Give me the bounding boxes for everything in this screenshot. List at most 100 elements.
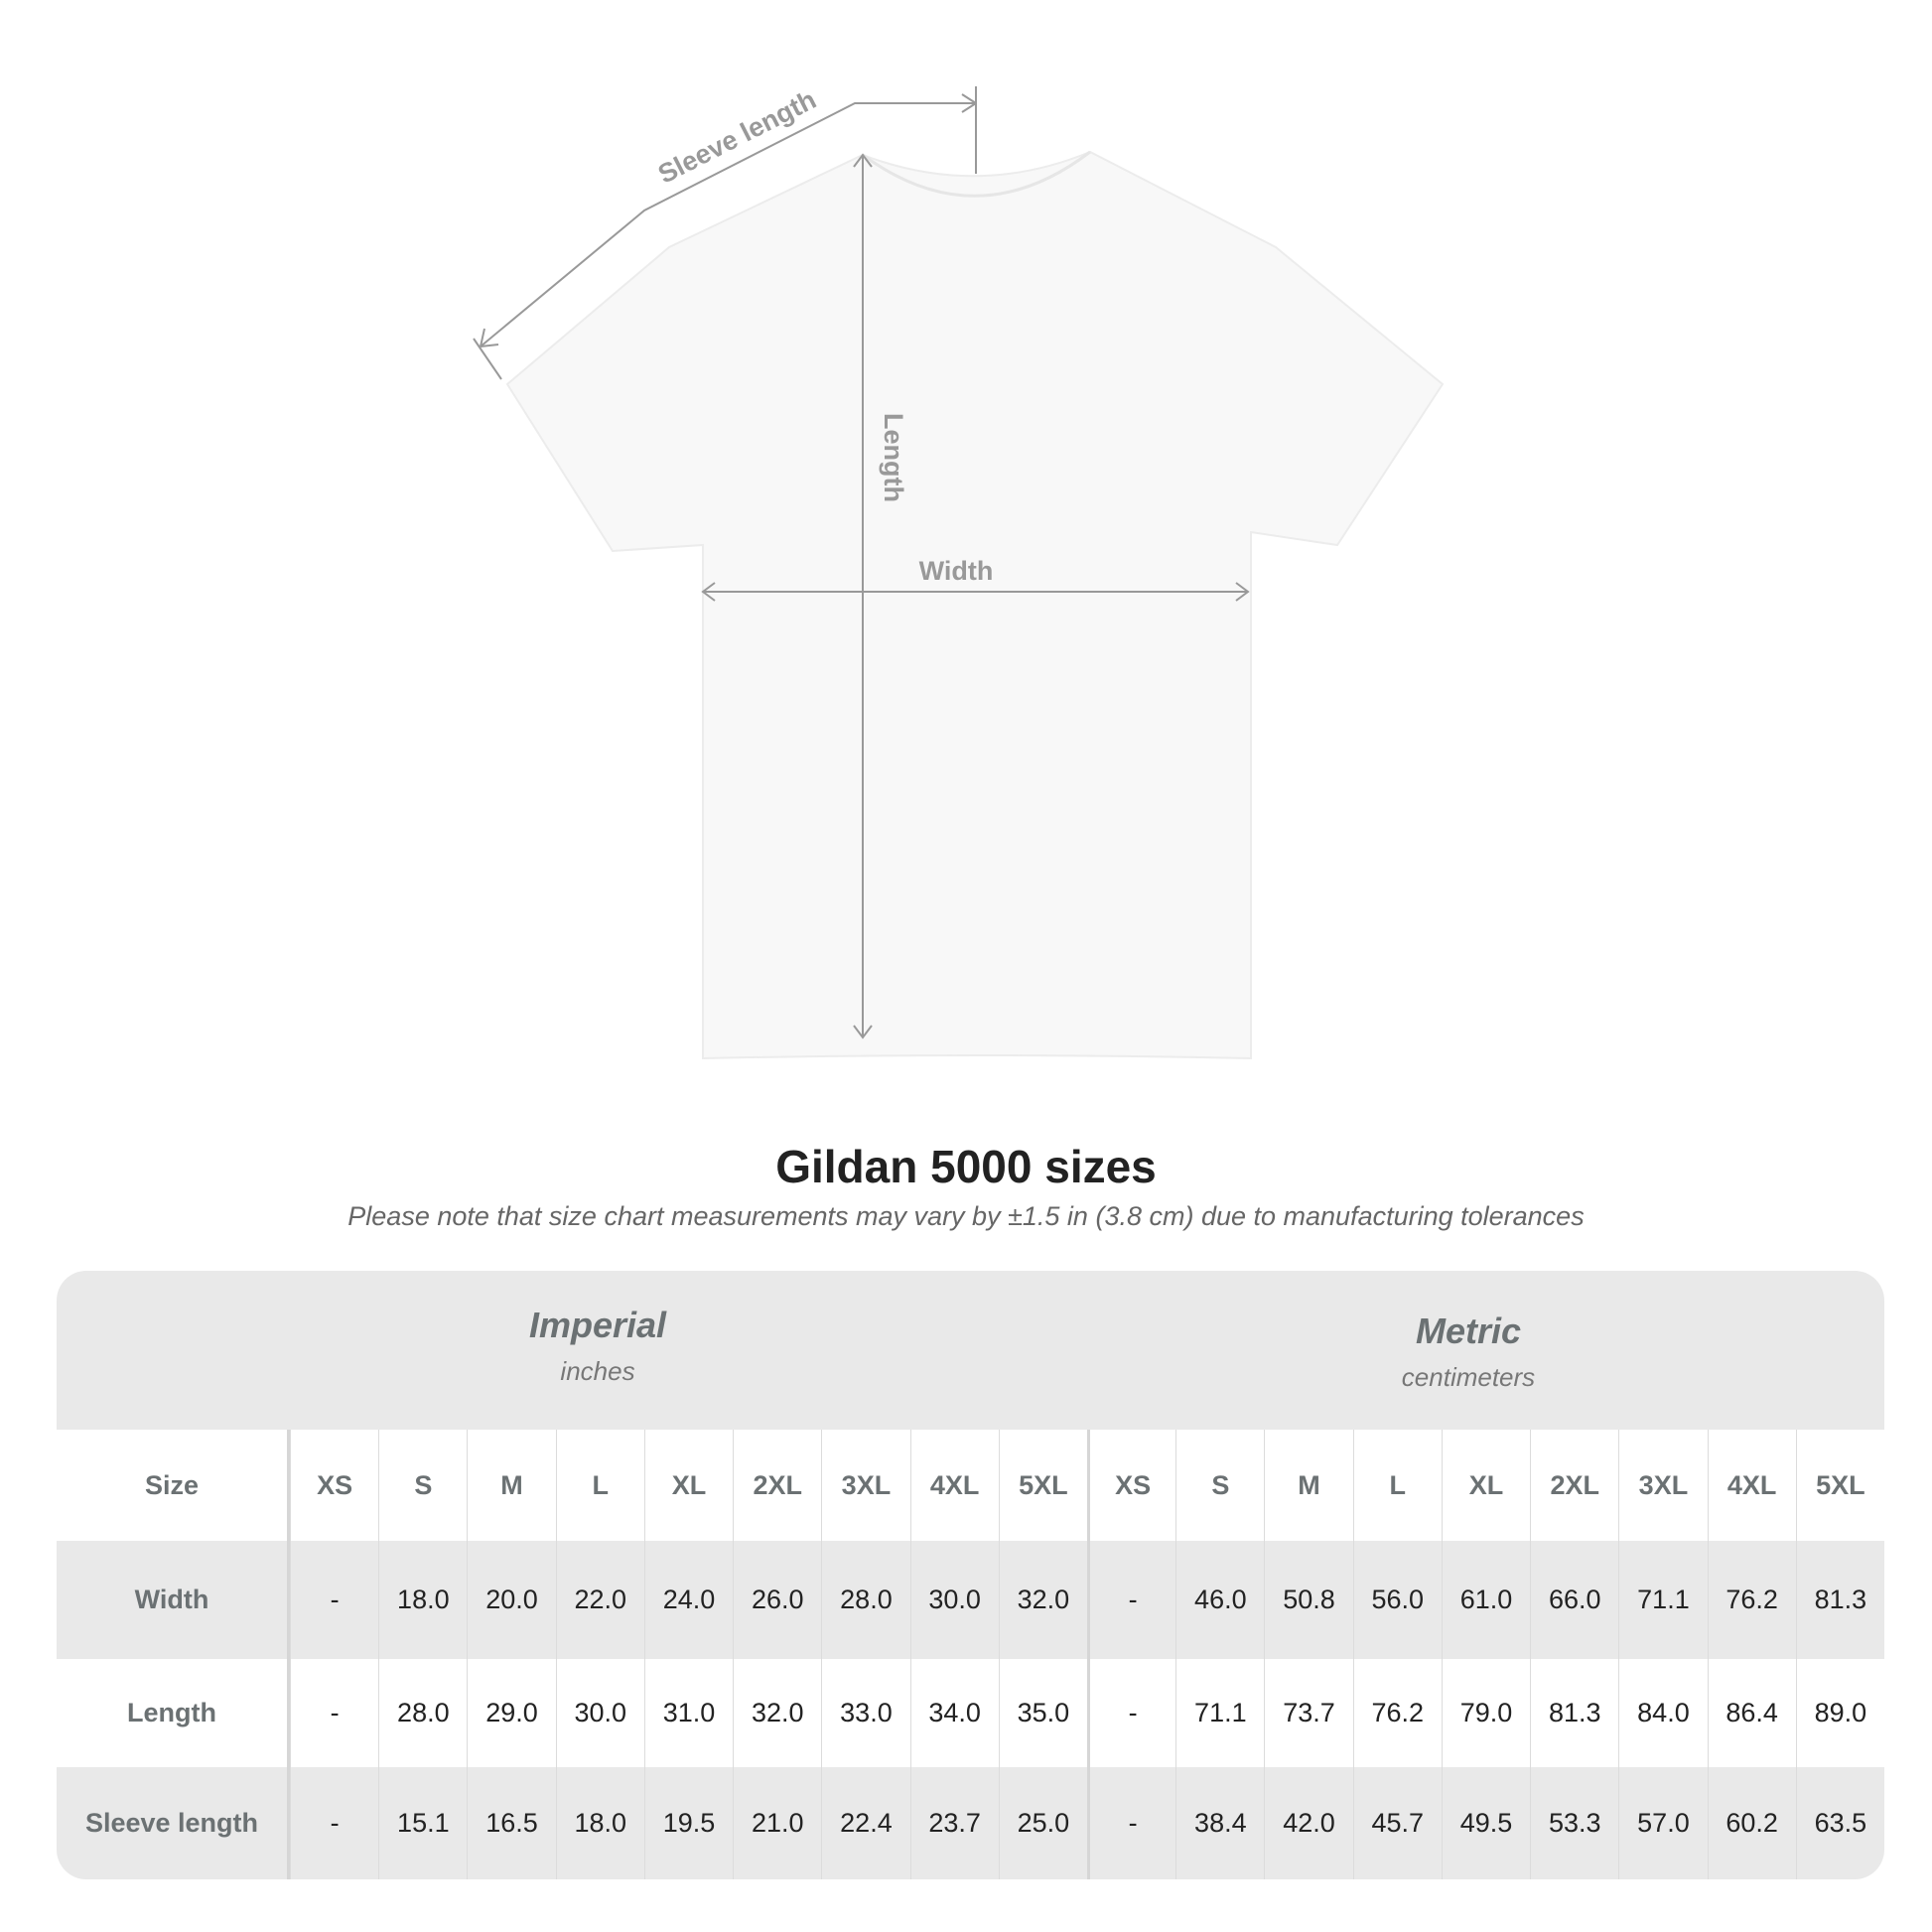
imperial-value-cell: 33.0 [821, 1659, 909, 1767]
metric-size-header: XL [1441, 1430, 1530, 1541]
imperial-header: Imperial inches [300, 1305, 896, 1387]
sleeve-measure-line [480, 102, 976, 347]
row-label: Width [57, 1541, 290, 1659]
imperial-value-cell: 35.0 [998, 1659, 1087, 1767]
width-arrows [701, 582, 1250, 602]
metric-value-cell: 81.3 [1795, 1541, 1884, 1659]
metric-value-cell: 79.0 [1441, 1659, 1530, 1767]
metric-value-cell: - [1086, 1541, 1175, 1659]
row-label: Size [57, 1430, 290, 1541]
imperial-value-cell: 16.5 [467, 1767, 555, 1879]
metric-value-cell: 46.0 [1175, 1541, 1264, 1659]
sleeve-arrow-right [961, 93, 977, 113]
neckline [862, 150, 1091, 198]
imperial-value-cell: 25.0 [998, 1767, 1087, 1879]
metric-value-cell: 71.1 [1618, 1541, 1707, 1659]
metric-size-header: 3XL [1618, 1430, 1707, 1541]
metric-value-cell: 84.0 [1618, 1659, 1707, 1767]
imperial-value-cell: 28.0 [821, 1541, 909, 1659]
imperial-size-header: 3XL [821, 1430, 909, 1541]
metric-size-header: S [1175, 1430, 1264, 1541]
metric-unit: centimeters [1401, 1362, 1536, 1392]
metric-value-cell: 57.0 [1618, 1767, 1707, 1879]
metric-size-header: L [1352, 1430, 1442, 1541]
imperial-value-cell: 30.0 [909, 1541, 999, 1659]
tolerance-note: Please note that size chart measurements… [347, 1201, 1585, 1231]
metric-value-cell: 45.7 [1352, 1767, 1442, 1879]
imperial-size-header: M [467, 1430, 555, 1541]
sleeve-arrow-left [480, 328, 499, 347]
tshirt-diagram: Sleeve length Length Width [473, 84, 1445, 1060]
metric-value-cell: 66.0 [1530, 1541, 1618, 1659]
imperial-size-header: L [555, 1430, 644, 1541]
imperial-value-cell: 22.4 [821, 1767, 909, 1879]
metric-value-cell: 42.0 [1264, 1767, 1352, 1879]
metric-size-header: 2XL [1530, 1430, 1618, 1541]
metric-size-header: XS [1086, 1430, 1175, 1541]
row-label: Sleeve length [57, 1767, 290, 1879]
metric-value-cell: 61.0 [1441, 1541, 1530, 1659]
imperial-size-header: 4XL [909, 1430, 999, 1541]
metric-value-cell: 49.5 [1441, 1767, 1530, 1879]
length-label: Length [879, 413, 908, 502]
imperial-value-cell: 34.0 [909, 1659, 999, 1767]
metric-value-cell: 73.7 [1264, 1659, 1352, 1767]
sleeve-length-label: Sleeve length [653, 84, 821, 190]
metric-value-cell: - [1086, 1659, 1175, 1767]
imperial-value-cell: 15.1 [378, 1767, 467, 1879]
imperial-value-cell: 29.0 [467, 1659, 555, 1767]
metric-value-cell: 53.3 [1530, 1767, 1618, 1879]
imperial-value-cell: 18.0 [378, 1541, 467, 1659]
imperial-title: Imperial [528, 1305, 667, 1345]
imperial-size-header: XL [643, 1430, 733, 1541]
table-row: Length -28.0 29.0 30.0 31.0 32.0 33.0 34.0 35.0-… [57, 1659, 1884, 1767]
metric-value-cell: 81.3 [1530, 1659, 1618, 1767]
imperial-size-header: 2XL [733, 1430, 821, 1541]
page-title: Gildan 5000 sizes [775, 1141, 1157, 1192]
size-table: Imperial inches Metric centimeters Size X… [57, 1271, 1884, 1879]
sleeve-start-tick [473, 338, 502, 380]
table-row: Sleeve length -15.1 16.5 18.0 19.5 21.0 22.4 23… [57, 1767, 1884, 1879]
imperial-value-cell: 26.0 [733, 1541, 821, 1659]
imperial-value-cell: 19.5 [643, 1767, 733, 1879]
metric-value-cell: 86.4 [1707, 1659, 1796, 1767]
metric-size-header: M [1264, 1430, 1352, 1541]
metric-value-cell: 50.8 [1264, 1541, 1352, 1659]
imperial-value-cell: 30.0 [555, 1659, 644, 1767]
unit-header: Imperial inches Metric centimeters [57, 1271, 1884, 1430]
metric-value-cell: 89.0 [1795, 1659, 1884, 1767]
imperial-value-cell: 20.0 [467, 1541, 555, 1659]
imperial-size-header: 5XL [998, 1430, 1087, 1541]
metric-size-header: 5XL [1795, 1430, 1884, 1541]
metric-value-cell: 60.2 [1707, 1767, 1796, 1879]
size-header-row: Size XS S M L XL 2XL 3XL 4XL 5XL XS S M L XL 2XL 3XL 4XL 5… [57, 1430, 1884, 1541]
metric-value-cell: 76.2 [1352, 1659, 1442, 1767]
metric-header: Metric centimeters [1171, 1311, 1766, 1393]
imperial-value-cell: - [290, 1541, 378, 1659]
row-label: Length [57, 1659, 290, 1767]
imperial-value-cell: 32.0 [998, 1541, 1087, 1659]
metric-value-cell: 71.1 [1175, 1659, 1264, 1767]
metric-title: Metric [1415, 1311, 1522, 1351]
imperial-value-cell: 18.0 [555, 1767, 644, 1879]
metric-value-cell: 76.2 [1707, 1541, 1796, 1659]
imperial-value-cell: 31.0 [643, 1659, 733, 1767]
width-label: Width [919, 556, 994, 586]
imperial-size-header: S [378, 1430, 467, 1541]
metric-value-cell: - [1086, 1767, 1175, 1879]
imperial-unit: inches [560, 1356, 635, 1386]
imperial-value-cell: 23.7 [909, 1767, 999, 1879]
imperial-value-cell: 24.0 [643, 1541, 733, 1659]
table-row: Width -18.0 20.0 22.0 24.0 26.0 28.0 30.0 32.0-4… [57, 1541, 1884, 1659]
imperial-value-cell: - [290, 1767, 378, 1879]
metric-size-header: 4XL [1707, 1430, 1796, 1541]
metric-value-cell: 56.0 [1352, 1541, 1442, 1659]
length-arrows [853, 153, 873, 1039]
imperial-value-cell: 21.0 [733, 1767, 821, 1879]
imperial-value-cell: 28.0 [378, 1659, 467, 1767]
imperial-size-header: XS [290, 1430, 378, 1541]
imperial-value-cell: - [290, 1659, 378, 1767]
imperial-value-cell: 32.0 [733, 1659, 821, 1767]
metric-value-cell: 38.4 [1175, 1767, 1264, 1879]
imperial-value-cell: 22.0 [555, 1541, 644, 1659]
